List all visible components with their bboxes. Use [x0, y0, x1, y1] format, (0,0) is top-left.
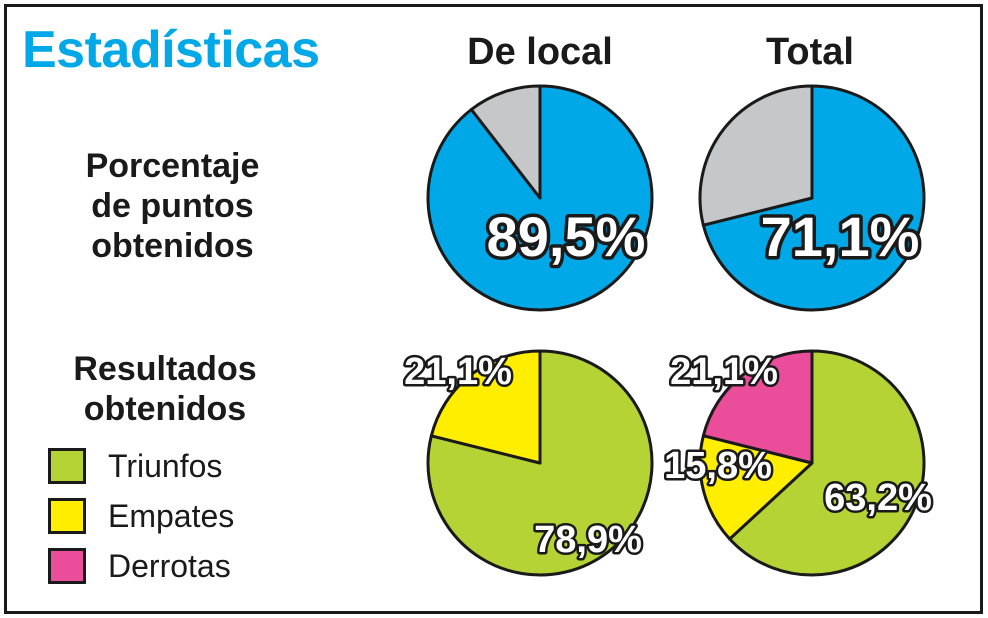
row-label-points: Porcentaje de puntos obtenidos [40, 146, 305, 266]
row-label-results-line: Resultados [73, 350, 257, 388]
row-label-results: Resultados obtenidos [30, 349, 300, 429]
row-label-results-line: obtenidos [83, 390, 247, 428]
pie-slice [698, 84, 814, 227]
slice-value-label: 21,1% [404, 351, 512, 393]
legend-swatch-wins [48, 448, 86, 484]
column-header-local: De local [467, 31, 613, 73]
slice-value-label: 15,8% [664, 445, 772, 487]
legend-label-wins: Triunfos [108, 448, 223, 484]
legend-item-losses: Derrotas [48, 541, 234, 591]
legend-label-draws: Empates [108, 498, 235, 534]
legend: Triunfos Empates Derrotas [48, 441, 234, 591]
pie-slice [701, 84, 926, 312]
legend-item-wins: Triunfos [48, 441, 234, 491]
slice-value-label: 21,1% [670, 351, 778, 393]
legend-swatch-draws [48, 498, 86, 534]
slice-value-label: 89,5% [487, 205, 646, 268]
legend-label-losses: Derrotas [108, 548, 231, 584]
pie-slice [469, 84, 542, 200]
slice-value-label: 71,1% [761, 205, 920, 268]
pie-slice [701, 349, 814, 465]
row-label-points-line: Porcentaje [85, 147, 260, 185]
row-label-points-line: de puntos [91, 187, 254, 225]
slice-value-label: 78,9% [534, 519, 642, 561]
pie-slice [429, 349, 542, 465]
slice-value-label: 63,2% [824, 477, 932, 519]
page-title: Estadísticas [22, 21, 320, 79]
pie-slice [698, 434, 814, 541]
column-header-total: Total [766, 31, 854, 73]
row-label-points-line: obtenidos [91, 227, 254, 265]
legend-swatch-losses [48, 548, 86, 584]
pie-slice [728, 349, 926, 577]
legend-item-draws: Empates [48, 491, 234, 541]
